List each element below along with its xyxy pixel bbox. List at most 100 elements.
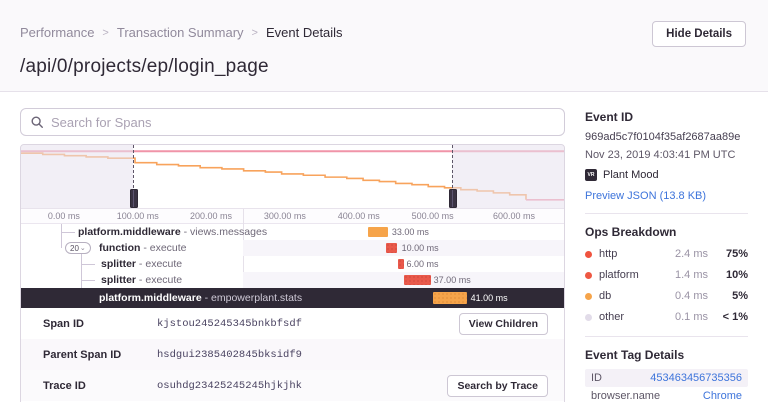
ops-row-platform: platform 1.4 ms 10% [585, 267, 748, 283]
span-separator: - [201, 292, 212, 304]
detail-row-parent-span-id: Parent Span ID hsdgui2385402845bksidf9 [21, 339, 564, 370]
span-op: splitter [101, 258, 137, 270]
axis-tick: 400.00 ms [337, 211, 380, 221]
ops-color-dot [585, 313, 592, 321]
span-bar[interactable] [386, 243, 398, 253]
drag-grip-icon[interactable] [130, 189, 139, 208]
tag-value-link[interactable]: Chrome [702, 390, 742, 402]
sidebar-divider [585, 213, 748, 214]
span-row-platform-middleware-views[interactable]: platform.middleware - views.messages 33.… [21, 224, 564, 240]
row-stripe [243, 272, 564, 288]
minimap-handle-right[interactable] [448, 145, 457, 208]
span-op: function [99, 242, 141, 254]
tag-row-id: ID 453463456735356 [585, 369, 748, 387]
span-duration: 10.00 ms [401, 243, 439, 253]
preview-json-link[interactable]: Preview JSON (13.8 KB) [585, 190, 707, 202]
breadcrumb: Performance > Transaction Summary > Even… [20, 25, 343, 40]
tag-row-browser-name: browser.name Chrome [591, 390, 742, 402]
axis-tick: 0.00 ms [47, 211, 80, 221]
page-header: Performance > Transaction Summary > Even… [0, 0, 768, 92]
span-search-bar [20, 108, 565, 136]
ops-breakdown-heading: Ops Breakdown [585, 225, 677, 239]
span-row-selected-empowerplant-stats[interactable]: platform.middleware - empowerplant.stats… [21, 288, 564, 308]
sidebar-divider [585, 336, 748, 337]
detail-row-trace-id: Trace ID osuhdg23425245245hjkjhk Search … [21, 370, 564, 401]
span-bar[interactable] [367, 227, 388, 237]
project-platform-icon: VR [585, 169, 597, 181]
span-separator: - [140, 242, 150, 254]
span-op: platform.middleware [78, 226, 181, 238]
span-row-function-execute[interactable]: 20 ⌄ function - execute 10.00 ms [21, 240, 564, 256]
ops-row-db: db 0.4 ms 5% [585, 288, 748, 304]
time-axis: 0.00 ms 100.00 ms 200.00 ms 300.00 ms 40… [21, 209, 564, 224]
span-detail-section: Span ID kjstou245245345bnkbfsdf View Chi… [21, 308, 564, 401]
chevron-right-icon: > [102, 26, 109, 39]
row-stripe [243, 240, 564, 256]
span-description: execute [145, 274, 183, 286]
search-by-trace-button[interactable]: Search by Trace [447, 374, 548, 397]
search-icon [31, 116, 43, 128]
axis-tick: 300.00 ms [263, 211, 306, 221]
axis-tick: 500.00 ms [411, 211, 454, 221]
detail-label: Parent Span ID [43, 348, 122, 361]
project-name: Plant Mood [603, 169, 659, 181]
span-description: execute [145, 258, 183, 270]
span-separator: - [180, 226, 191, 238]
detail-label: Trace ID [43, 379, 86, 392]
span-op: platform.middleware [99, 292, 202, 304]
span-description: views.messages [190, 226, 268, 238]
span-bar[interactable] [403, 275, 431, 285]
collapse-children-badge[interactable]: 20 ⌄ [65, 242, 91, 254]
search-input[interactable] [51, 114, 555, 130]
hide-details-button[interactable]: Hide Details [652, 21, 746, 47]
transaction-title: /api/0/projects/ep/login_page [20, 56, 269, 77]
minimap-shade-right [451, 145, 564, 208]
detail-row-span-id: Span ID kjstou245245345bnkbfsdf View Chi… [21, 308, 564, 339]
span-rows: platform.middleware - views.messages 33.… [21, 224, 564, 308]
span-row-splitter-execute-1[interactable]: splitter - execute 6.00 ms [21, 256, 564, 272]
view-children-button[interactable]: View Children [458, 312, 548, 335]
ops-color-dot [585, 250, 592, 258]
span-op: splitter [101, 274, 137, 286]
span-duration: 33.00 ms [391, 227, 429, 237]
minimap-handle-left[interactable] [130, 145, 139, 208]
ops-color-dot [585, 292, 592, 300]
breadcrumb-performance[interactable]: Performance [20, 25, 95, 40]
span-bar[interactable] [397, 259, 404, 269]
span-duration: 41.00 ms [470, 293, 508, 303]
minimap-shade-left [21, 145, 134, 208]
span-id-value: kjstou245245345bnkbfsdf [157, 317, 302, 330]
main-column: 0.00 ms 100.00 ms 200.00 ms 300.00 ms 40… [20, 92, 565, 402]
event-sidebar: Event ID 969ad5c7f0104f35af2687aa89e Nov… [585, 92, 748, 402]
span-separator: - [136, 274, 146, 286]
breadcrumb-event-details: Event Details [265, 25, 343, 40]
span-bar[interactable] [432, 292, 468, 304]
ops-color-dot [585, 271, 592, 279]
minimap[interactable] [21, 145, 564, 209]
span-separator: - [136, 258, 146, 270]
chevron-down-icon: ⌄ [79, 245, 86, 252]
event-id-value: 969ad5c7f0104f35af2687aa89e [585, 131, 741, 143]
breadcrumb-transaction-summary[interactable]: Transaction Summary [116, 25, 244, 40]
event-tag-details-heading: Event Tag Details [585, 348, 685, 362]
axis-tick: 200.00 ms [190, 211, 233, 221]
detail-label: Span ID [43, 317, 84, 330]
ops-row-other: other 0.1 ms < 1% [585, 309, 748, 325]
span-row-splitter-execute-2[interactable]: splitter - execute 37.00 ms [21, 272, 564, 288]
event-timestamp: Nov 23, 2019 4:03:41 PM UTC [585, 149, 736, 161]
project-row: VR Plant Mood [585, 169, 748, 181]
drag-grip-icon[interactable] [448, 189, 457, 208]
chevron-right-icon: > [251, 26, 258, 39]
event-id-heading: Event ID [585, 110, 634, 124]
axis-tick: 100.00 ms [116, 211, 159, 221]
span-duration: 6.00 ms [406, 259, 439, 269]
parent-span-id-value: hsdgui2385402845bksidf9 [157, 348, 302, 361]
trace-id-value: osuhdg23425245245hjkjhk [157, 379, 302, 392]
axis-tick: 600.00 ms [493, 211, 536, 221]
ops-row-http: http 2.4 ms 75% [585, 246, 748, 262]
span-description: empowerplant.stats [211, 292, 303, 304]
spans-waterfall-panel: 0.00 ms 100.00 ms 200.00 ms 300.00 ms 40… [20, 144, 565, 402]
span-duration: 37.00 ms [433, 275, 471, 285]
tag-value-link[interactable]: 453463456735356 [650, 372, 742, 384]
